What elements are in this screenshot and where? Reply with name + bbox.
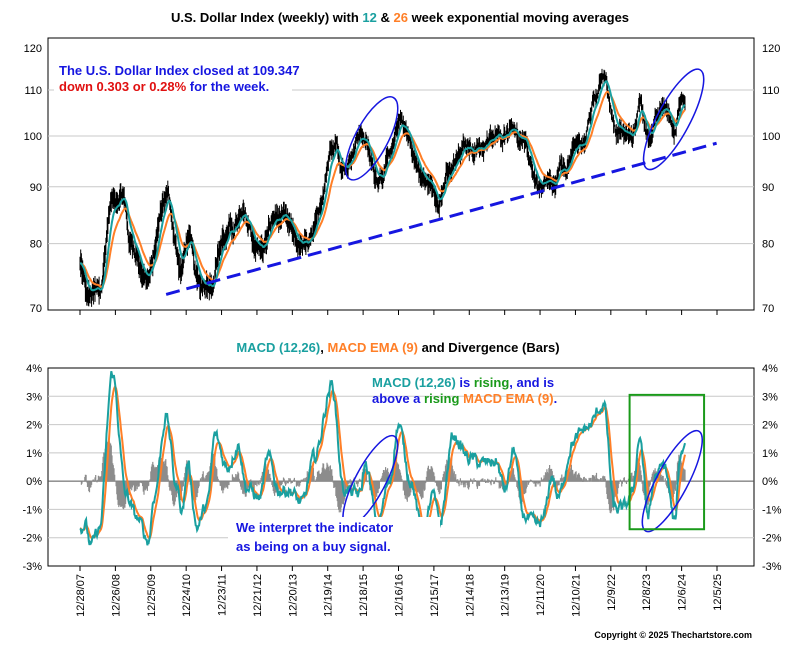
x-tick-label: 12/16/16: [394, 574, 406, 617]
ema-26-line: [80, 90, 686, 288]
macd-tick-label-right: 3%: [762, 391, 778, 403]
price-panel-frame: [47, 37, 755, 311]
buy-note-line-1: We interpret the indicator: [236, 520, 393, 535]
macd-ema-line: [79, 386, 686, 540]
macd-title-ema: MACD EMA (9): [327, 340, 418, 355]
macd-panel-frame: [47, 367, 755, 567]
x-tick-label: 12/20/13: [287, 574, 299, 617]
x-tick-label: 12/19/14: [323, 574, 335, 617]
x-tick-label: 12/15/17: [429, 574, 441, 617]
macd-annot-above: above a: [372, 391, 424, 406]
macd-tick-label-right: 4%: [762, 363, 778, 375]
x-tick-label: 12/18/15: [358, 574, 370, 617]
x-tick-label: 12/5/25: [712, 574, 724, 611]
price-tick-label-left: 110: [24, 85, 42, 97]
macd-tick-label-left: 2%: [26, 420, 42, 432]
support-trendline: [165, 141, 718, 296]
price-tick-label-left: 100: [24, 131, 42, 143]
price-change-text: down 0.303 or 0.28%: [59, 79, 187, 94]
macd-tick-label-left: -1%: [22, 504, 42, 516]
price-tick-label-left: 120: [24, 43, 42, 55]
macd-annot-rising-2: rising: [424, 391, 459, 406]
price-change-suffix: for the week.: [186, 79, 269, 94]
title-part-3: &: [377, 10, 394, 25]
price-tick-label-right: 90: [762, 182, 774, 194]
macd-highlight-box: [628, 393, 706, 531]
title-part-5: week exponential moving averages: [408, 10, 629, 25]
title-ema12: 12: [362, 10, 376, 25]
x-tick-label: 12/14/18: [464, 574, 476, 617]
x-tick-label: 12/28/07: [75, 574, 87, 617]
x-tick-label: 12/26/08: [110, 574, 122, 617]
ema-12-line: [79, 80, 686, 292]
macd-annot-period: .: [554, 391, 558, 406]
price-tick-label-left: 90: [30, 182, 42, 194]
macd-title-rest: and Divergence (Bars): [418, 340, 560, 355]
price-gridlines: [48, 89, 754, 245]
price-annotation-box: [54, 60, 292, 96]
price-bars: [79, 68, 686, 307]
price-tick-label-left: 80: [30, 239, 42, 251]
x-tick-label: 12/25/09: [146, 574, 158, 617]
macd-tick-label-right: 1%: [762, 448, 778, 460]
macd-annot-and: , and is: [509, 375, 554, 390]
title-ema26: 26: [393, 10, 407, 25]
macd-chart-title: MACD (12,26), MACD EMA (9) and Divergenc…: [236, 340, 559, 355]
x-tick-label: 12/23/11: [217, 574, 229, 616]
x-tick-label: 12/6/24: [677, 574, 689, 611]
price-axis-ticks: 120 120 110 110 100 100 90 90 80 80 70 70: [24, 43, 781, 315]
price-tick-label-right: 80: [762, 239, 774, 251]
price-tick-label-right: 70: [762, 303, 774, 315]
date-axis: 12/28/07 12/26/08 12/25/09 12/24/10 12/23/11…: [75, 310, 724, 617]
highlight-ellipse-2: [642, 68, 705, 171]
macd-tick-label-right: -3%: [762, 561, 782, 573]
macd-annot-ema: MACD EMA (9): [463, 391, 554, 406]
title-part-1: U.S. Dollar Index (weekly) with: [171, 10, 362, 25]
macd-tick-label-left: -3%: [22, 561, 42, 573]
x-tick-label: 12/24/10: [181, 574, 193, 617]
buy-note-box: [228, 517, 440, 557]
macd-annot-is: is: [456, 375, 474, 390]
macd-tick-label-left: 4%: [26, 363, 42, 375]
price-annotation-line-1: The U.S. Dollar Index closed at 109.347: [59, 63, 300, 78]
macd-highlight-ellipse-2: [641, 429, 703, 533]
macd-annotation-line-2: above a rising MACD EMA (9).: [372, 391, 557, 406]
macd-tick-label-left: -2%: [22, 533, 42, 545]
macd-tick-label-right: 2%: [762, 420, 778, 432]
macd-annotation-line-1: MACD (12,26) is rising, and is: [372, 375, 554, 390]
macd-tick-label-left: 1%: [26, 448, 42, 460]
price-tick-label-right: 120: [762, 43, 780, 55]
x-tick-label: 12/21/12: [252, 574, 264, 617]
macd-annot-rising: rising: [474, 375, 509, 390]
macd-tick-label-right: 0%: [762, 476, 778, 488]
macd-axis-ticks: 4% 4% 3% 3% 2% 2% 1% 1% 0% 0% -1% -1% -2% -2% -3% -3%: [22, 363, 781, 573]
macd-tick-label-left: 3%: [26, 391, 42, 403]
macd-tick-label-right: -2%: [762, 533, 782, 545]
highlight-ellipse-1: [344, 96, 399, 181]
x-tick-label: 12/8/23: [641, 574, 653, 611]
macd-tick-label-left: 0%: [26, 476, 42, 488]
price-overlay-group: [165, 68, 718, 296]
macd-annot-macd: MACD (12,26): [372, 375, 456, 390]
price-tick-label-right: 100: [762, 131, 780, 143]
price-tick-label-left: 70: [30, 303, 42, 315]
macd-title-macd: MACD (12,26): [236, 340, 320, 355]
copyright-text: Copyright © 2025 Thechartstore.com: [594, 630, 752, 640]
x-tick-label: 12/11/20: [535, 574, 547, 616]
macd-series-group: [79, 371, 686, 546]
price-chart-title: U.S. Dollar Index (weekly) with 12 & 26 …: [171, 10, 629, 25]
price-series-group: [79, 68, 686, 307]
buy-note-line-2: as being on a buy signal.: [236, 539, 391, 554]
macd-overlay-group: [342, 393, 706, 533]
price-tick-label-right: 110: [762, 85, 780, 97]
x-tick-label: 12/13/19: [500, 574, 512, 617]
price-annotation-line-2: down 0.303 or 0.28% for the week.: [59, 79, 269, 94]
x-tick-label: 12/9/22: [606, 574, 618, 611]
macd-title-sep: ,: [320, 340, 327, 355]
macd-tick-label-right: -1%: [762, 504, 782, 516]
macd-line: [79, 371, 686, 546]
x-tick-label: 12/10/21: [570, 574, 582, 617]
